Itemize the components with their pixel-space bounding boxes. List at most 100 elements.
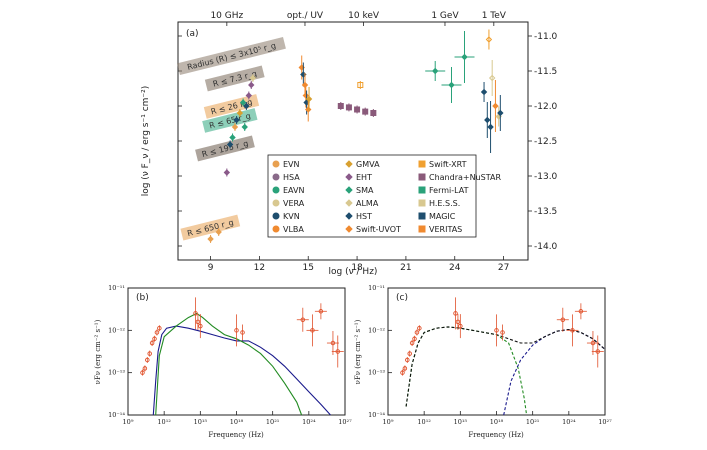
b-plot-xtick-label: 10¹⁸ <box>230 418 244 426</box>
b-plot-xtick-label: 10²¹ <box>266 418 280 426</box>
a-data-point <box>207 235 214 243</box>
b-plot-data-point <box>145 357 150 363</box>
a-annotation-bg <box>202 108 258 133</box>
a-annotation-bg <box>180 214 241 241</box>
a-xtick-label: 24 <box>449 263 461 273</box>
a-ytick-label: -11.5 <box>534 67 557 77</box>
a-legend-label: Swift-XRT <box>429 160 467 169</box>
c-plot-data-point <box>409 340 415 346</box>
a-annotation-bg <box>195 135 255 162</box>
b-plot-data-point <box>149 340 155 346</box>
b-plot-xtick-label: 10²⁴ <box>302 418 316 426</box>
c-plot-data-point <box>560 317 566 323</box>
c-plot-data-point <box>402 366 408 371</box>
a-data-point <box>233 116 240 124</box>
b-plot-data-point <box>234 328 239 333</box>
c-plot-data-point <box>414 330 420 335</box>
a-top-label: 10 keV <box>348 11 380 21</box>
a-legend-marker <box>272 173 280 181</box>
a-legend-marker <box>418 186 426 194</box>
panel-a-label: (a) <box>186 29 199 39</box>
c-plot-data-point <box>458 323 463 329</box>
a-annotation: Radius (R) ≤ 3x10⁵ r_g <box>177 36 286 76</box>
a-data-point <box>357 82 364 88</box>
a-xtick-label: 21 <box>400 263 411 273</box>
a-legend-label: ALMA <box>356 199 379 208</box>
panel-b-xlabel: Frequency (Hz) <box>208 431 264 439</box>
a-data-point <box>432 67 439 75</box>
a-annotation-bg <box>177 36 286 76</box>
a-data-point <box>249 74 257 82</box>
c-plot-data-point <box>405 357 410 363</box>
b-plot-ytick-label: 10⁻¹¹ <box>108 284 125 292</box>
c-plot-data-point <box>578 309 584 314</box>
c-plot-data-point <box>455 319 461 325</box>
b-plot-xtick-label: 10²⁷ <box>338 418 352 426</box>
a-legend-marker <box>418 173 426 181</box>
b-plot-ytick-label: 10⁻¹³ <box>108 369 125 377</box>
c-plot-xtick-label: 10⁹ <box>383 418 394 426</box>
panel-a-xlabel: log (ν / Hz) <box>329 267 378 277</box>
a-legend-box <box>267 154 477 238</box>
panel-c-label: (c) <box>396 293 408 303</box>
a-ytick-label: -13.0 <box>534 172 558 182</box>
a-xtick-label: 27 <box>498 263 509 273</box>
a-legend-marker <box>345 160 353 168</box>
a-xtick-label: 18 <box>351 263 363 273</box>
b-plot-xtick-label: 10¹⁵ <box>194 418 208 426</box>
a-data-point <box>337 103 344 109</box>
panel-a-legend: EVN HSA EAVN VERA KVN VLBA GMVA EHT SMA ALMA HST Sw… <box>267 154 501 238</box>
b-plot-xtick-label: 10¹² <box>157 418 171 426</box>
a-legend-marker <box>272 199 280 207</box>
a-legend-label: Fermi-LAT <box>429 186 469 195</box>
c-plot-ytick-label: 10⁻¹¹ <box>368 284 385 292</box>
panel-c-frame <box>387 287 606 416</box>
c-plot-ytick-label: 10⁻¹⁴ <box>368 411 385 419</box>
a-data-point <box>226 141 234 148</box>
a-ytick-label: -12.5 <box>534 137 557 147</box>
b-plot-data-point <box>142 366 148 371</box>
a-annotation-bg <box>203 94 260 119</box>
panel-b-plot: 10⁹ 10¹² 10¹⁵ 10¹⁸ 10²¹ 10²⁴ 10²⁷ 10⁻¹¹ 10⁻¹² 10⁻… <box>108 284 352 426</box>
panel-b-ylabel: νFν (erg cm⁻² s⁻¹) <box>94 319 102 384</box>
a-legend-label: VLBA <box>283 225 304 234</box>
a-legend-label: EVN <box>283 160 300 169</box>
b-plot-ytick-label: 10⁻¹² <box>108 326 125 334</box>
b-plot-data-point <box>335 349 341 354</box>
b-plot-data-point <box>318 309 324 314</box>
panel-a-ylabel: log (ν F_ν / erg s⁻¹ cm⁻²) <box>141 86 151 197</box>
a-legend-marker <box>345 186 353 194</box>
c-plot-ytick-label: 10⁻¹² <box>368 326 385 334</box>
a-xtick-label: 9 <box>208 263 214 273</box>
c-plot-data-point <box>453 311 458 316</box>
b-plot-data-point <box>147 351 152 356</box>
a-data-point <box>231 123 239 131</box>
c-plot-xtick-label: 10¹⁵ <box>454 418 468 426</box>
a-data-point <box>305 95 313 103</box>
a-legend-label: HSA <box>283 173 300 182</box>
a-data-point <box>243 102 250 110</box>
c-plot-data-point <box>500 330 505 335</box>
a-data-point <box>362 108 369 115</box>
a-data-point <box>484 116 491 124</box>
a-data-point <box>492 102 499 110</box>
b-plot-data-point <box>240 330 245 335</box>
a-top-label: 10 GHz <box>210 11 243 21</box>
c-plot-xtick-label: 10²¹ <box>526 418 540 426</box>
a-legend-label: EAVN <box>283 186 304 195</box>
panel-c-plot: 10⁹ 10¹² 10¹⁵ 10¹⁸ 10²¹ 10²⁴ 10²⁷ 10⁻¹¹ 10⁻¹² 10⁻… <box>368 284 612 426</box>
a-legend-marker <box>272 160 280 168</box>
a-legend-label: HST <box>356 212 372 221</box>
b-plot-data-point <box>195 319 201 325</box>
b-plot-data-point <box>310 328 315 333</box>
a-ytick-label: -11.0 <box>534 32 558 42</box>
b-plot-data-point <box>154 330 160 335</box>
b-plot-model-curve <box>152 325 331 416</box>
c-plot-xtick-label: 10²⁴ <box>562 418 576 426</box>
c-plot-model-curve <box>405 326 606 407</box>
a-data-point <box>241 123 248 131</box>
a-ytick-label: -14.0 <box>534 242 558 252</box>
panel-c-xlabel: Frequency (Hz) <box>468 431 524 439</box>
b-plot-data-point <box>140 370 145 375</box>
a-annotation-text: R ≤ 195 r_g <box>201 139 249 159</box>
